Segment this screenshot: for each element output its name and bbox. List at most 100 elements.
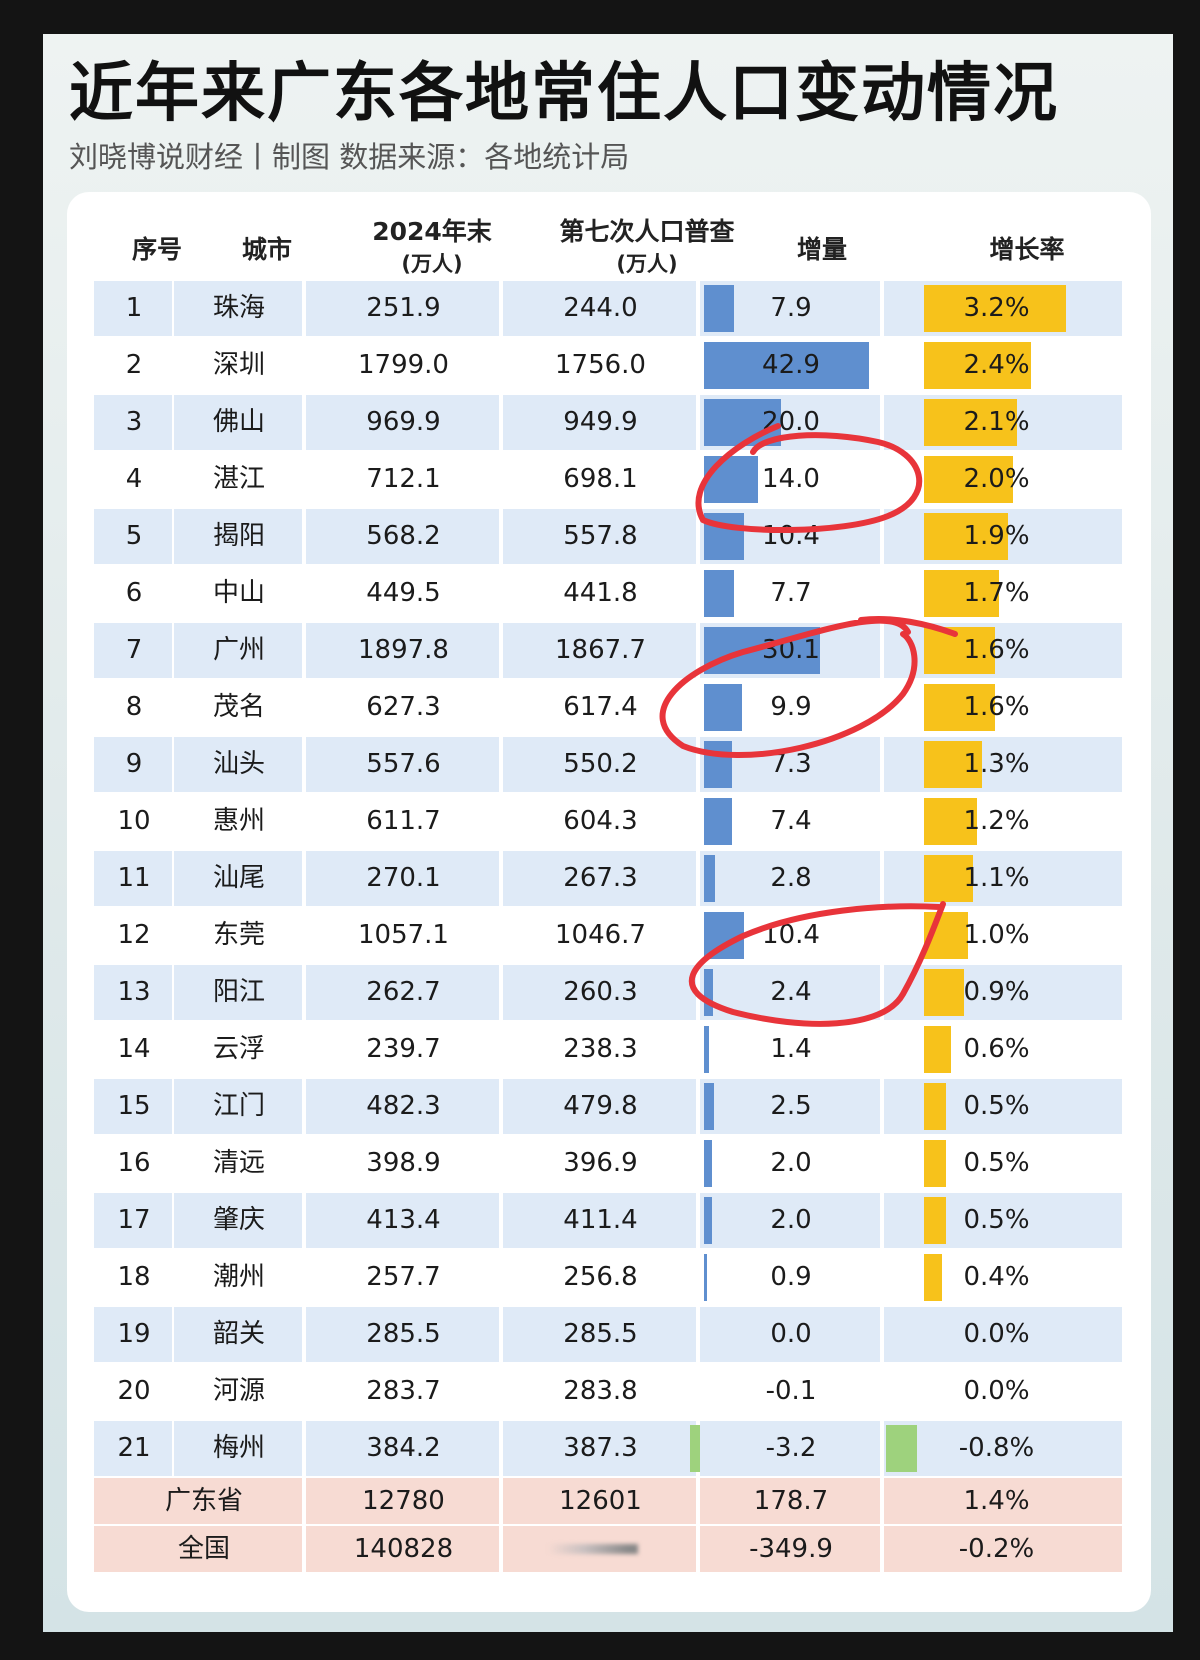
- cell-rate: 2.0%: [963, 464, 1030, 494]
- increase-bar: [704, 1197, 712, 1244]
- table-row: 7 广州 1897.8 1867.7 30.1 1.6%: [94, 623, 1124, 678]
- cell-rank: 16: [117, 1148, 151, 1178]
- cell-bg-city: [174, 509, 302, 564]
- table-row: 1 珠海 251.9 244.0 7.9 3.2%: [94, 281, 1124, 336]
- cell-bg-rank: [94, 623, 172, 678]
- increase-bar: [704, 855, 715, 902]
- cell-city: 湛江: [212, 464, 265, 494]
- cell-rank: 11: [117, 863, 151, 893]
- cell-bg-pop2024: [306, 737, 499, 792]
- rate-bar: [924, 855, 973, 902]
- cell-pop2024: 239.7: [366, 1034, 441, 1064]
- increase-bar: [704, 1083, 714, 1130]
- cell-rate: 1.9%: [963, 521, 1030, 551]
- cell-bg-city: [174, 395, 302, 450]
- table-row: 9 汕头 557.6 550.2 7.3 1.3%: [94, 737, 1124, 792]
- table-row: 20 河源 283.7 283.8 -0.1 0.0%: [94, 1364, 1124, 1419]
- cell-rate: 1.6%: [963, 692, 1030, 722]
- cell-pop2024: 1799.0: [358, 350, 449, 380]
- cell-increase: 7.7: [770, 578, 812, 608]
- cell-census7: 285.5: [563, 1319, 638, 1349]
- cell-city: 珠海: [212, 293, 265, 323]
- increase-bar: [704, 570, 734, 617]
- header-rank: 序号: [107, 234, 207, 266]
- cell-rank: 14: [117, 1034, 151, 1064]
- cell-city: 深圳: [212, 350, 265, 380]
- table-row: 6 中山 449.5 441.8 7.7 1.7%: [94, 566, 1124, 621]
- cell-rank: 1: [125, 293, 143, 323]
- cell-pop2024: 283.7: [366, 1376, 441, 1406]
- table-row: 8 茂名 627.3 617.4 9.9 1.6%: [94, 680, 1124, 735]
- cell-pop2024: 568.2: [366, 521, 441, 551]
- table-row: 18 潮州 257.7 256.8 0.9 0.4%: [94, 1250, 1124, 1305]
- cell-census7: 557.8: [563, 521, 638, 551]
- total-cell-rate: 1.4%: [963, 1486, 1030, 1516]
- table-row: 4 湛江 712.1 698.1 14.0 2.0%: [94, 452, 1124, 507]
- cell-rank: 7: [125, 635, 143, 665]
- cell-rank: 15: [117, 1091, 151, 1121]
- cell-pop2024: 1897.8: [358, 635, 449, 665]
- cell-increase: 42.9: [762, 350, 820, 380]
- cell-census7: 617.4: [563, 692, 638, 722]
- rate-bar: [924, 399, 1018, 446]
- table-row: 10 惠州 611.7 604.3 7.4 1.2%: [94, 794, 1124, 849]
- cell-rate: 1.3%: [963, 749, 1030, 779]
- cell-census7: 387.3: [563, 1433, 638, 1463]
- cell-increase: 10.4: [762, 920, 820, 950]
- cell-rate: 1.2%: [963, 806, 1030, 836]
- cell-increase: 7.4: [770, 806, 812, 836]
- cell-increase: 0.9: [770, 1262, 812, 1292]
- cell-city: 梅州: [212, 1433, 265, 1463]
- increase-bar: [690, 1425, 701, 1472]
- total-row: 全国 140828 -349.9 -0.2%: [94, 1526, 1124, 1572]
- cell-rate: 0.5%: [963, 1148, 1030, 1178]
- cell-rank: 12: [117, 920, 151, 950]
- cell-increase: -3.2: [765, 1433, 817, 1463]
- cell-bg-increase: [700, 851, 880, 906]
- cell-bg-rate: [884, 1079, 1122, 1134]
- header-increase: 增量: [727, 234, 917, 266]
- cell-census7: 698.1: [563, 464, 638, 494]
- table-card: 序号 城市 2024年末 (万人) 第七次人口普查 (万人) 增量 增长率 1 珠…: [67, 192, 1151, 1612]
- header-rate-label: 增长率: [989, 235, 1065, 264]
- total-cell-label: 广东省: [164, 1486, 243, 1516]
- rate-bar: [924, 1083, 947, 1130]
- cell-increase: 9.9: [770, 692, 812, 722]
- cell-pop2024: 557.6: [366, 749, 441, 779]
- cell-rate: 2.1%: [963, 407, 1030, 437]
- cell-pop2024: 384.2: [366, 1433, 441, 1463]
- cell-bg-rate: [884, 1421, 1122, 1476]
- cell-census7: 1756.0: [555, 350, 646, 380]
- cell-census7: 604.3: [563, 806, 638, 836]
- table-row: 16 清远 398.9 396.9 2.0 0.5%: [94, 1136, 1124, 1191]
- table-row: 5 揭阳 568.2 557.8 10.4 1.9%: [94, 509, 1124, 564]
- cell-bg-census7: [503, 281, 696, 336]
- cell-census7: 244.0: [563, 293, 638, 323]
- increase-bar: [704, 342, 869, 389]
- cell-city: 惠州: [212, 806, 265, 836]
- table-row: 14 云浮 239.7 238.3 1.4 0.6%: [94, 1022, 1124, 1077]
- cell-census7: 396.9: [563, 1148, 638, 1178]
- cell-rate: 0.5%: [963, 1091, 1030, 1121]
- cell-bg-city: [174, 737, 302, 792]
- rate-bar: [924, 570, 1000, 617]
- cell-bg-rank: [94, 737, 172, 792]
- cell-rate: 0.9%: [963, 977, 1030, 1007]
- total-cell-pop2024: 12780: [362, 1486, 445, 1516]
- cell-bg-pop2024: [306, 851, 499, 906]
- cell-pop2024: 257.7: [366, 1262, 441, 1292]
- cell-bg-pop2024: [306, 1193, 499, 1248]
- cell-census7: 267.3: [563, 863, 638, 893]
- cell-rate: 1.7%: [963, 578, 1030, 608]
- cell-city: 中山: [212, 578, 265, 608]
- cell-census7: 479.8: [563, 1091, 638, 1121]
- increase-bar: [704, 1254, 708, 1301]
- cell-increase: -0.1: [765, 1376, 817, 1406]
- cell-bg-rate: [884, 1307, 1122, 1362]
- cell-pop2024: 270.1: [366, 863, 441, 893]
- table-row: 17 肇庆 413.4 411.4 2.0 0.5%: [94, 1193, 1124, 1248]
- increase-bar: [704, 798, 733, 845]
- cell-bg-increase: [700, 1079, 880, 1134]
- table-row: 21 梅州 384.2 387.3 -3.2 -0.8%: [94, 1421, 1124, 1476]
- total-cell-bg: [306, 1478, 499, 1524]
